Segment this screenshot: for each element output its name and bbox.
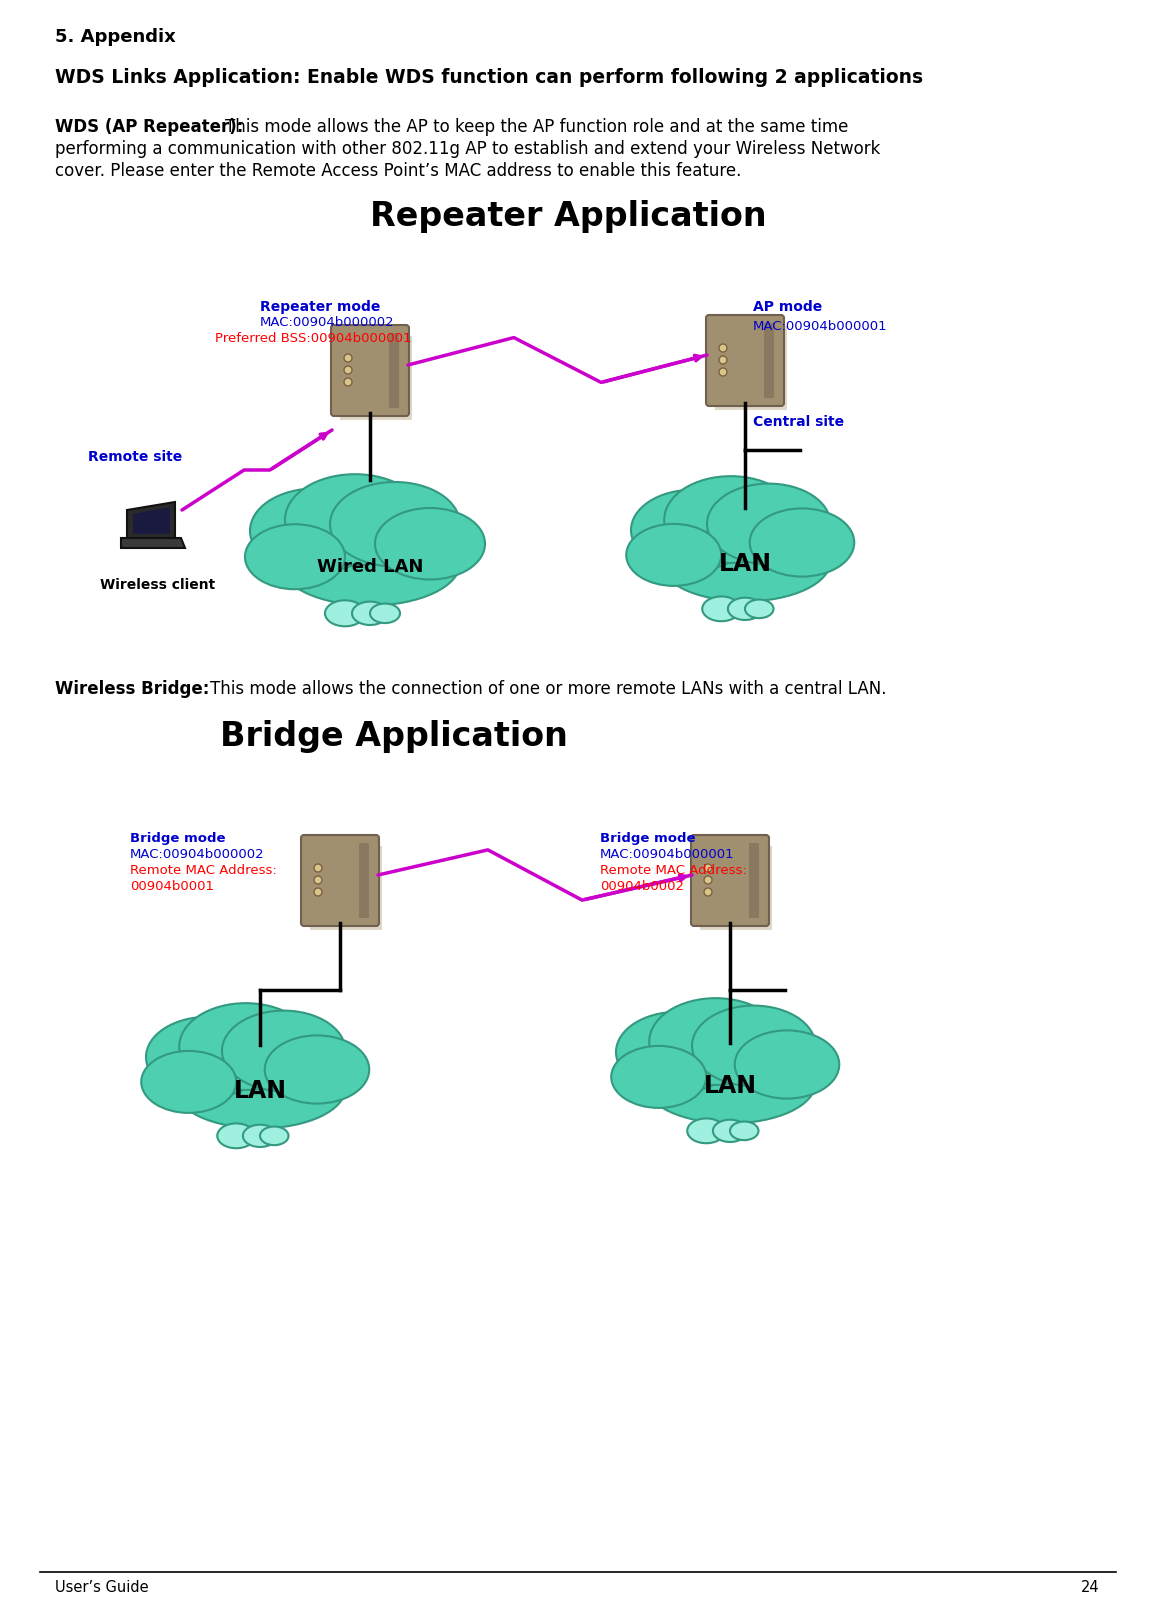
Ellipse shape [286,473,425,565]
Ellipse shape [329,482,460,567]
Ellipse shape [744,600,773,618]
Text: LAN: LAN [704,1074,756,1098]
Text: Wireless Bridge:: Wireless Bridge: [55,681,209,698]
Text: This mode allows the AP to keep the AP function role and at the same time: This mode allows the AP to keep the AP f… [225,119,849,136]
Circle shape [344,366,351,374]
Ellipse shape [713,1120,747,1143]
Circle shape [314,863,323,872]
Text: 24: 24 [1081,1579,1101,1595]
Ellipse shape [729,1122,758,1140]
Text: This mode allows the connection of one or more remote LANs with a central LAN.: This mode allows the connection of one o… [210,681,887,698]
FancyBboxPatch shape [331,324,409,416]
Circle shape [719,343,727,351]
Polygon shape [716,326,787,409]
Ellipse shape [612,1046,706,1107]
FancyBboxPatch shape [706,315,784,406]
Text: AP mode: AP mode [753,300,822,315]
Text: LAN: LAN [234,1079,287,1103]
Circle shape [704,876,712,884]
Ellipse shape [141,1051,236,1112]
Circle shape [314,888,323,896]
Ellipse shape [645,1043,815,1124]
Text: WDS (AP Repeater):: WDS (AP Repeater): [55,119,244,136]
Text: Remote site: Remote site [88,449,183,464]
Text: Wireless client: Wireless client [101,578,215,592]
Text: WDS Links Application: Enable WDS function can perform following 2 applications: WDS Links Application: Enable WDS functi… [55,67,924,87]
Polygon shape [127,502,175,538]
Circle shape [704,863,712,872]
FancyBboxPatch shape [301,835,379,926]
Ellipse shape [222,1011,346,1091]
Polygon shape [133,507,170,534]
Ellipse shape [627,523,721,586]
Circle shape [344,379,351,385]
Text: Preferred BSS:00904b000001: Preferred BSS:00904b000001 [215,332,412,345]
Ellipse shape [325,600,365,626]
Circle shape [719,356,727,364]
Text: MAC:00904b000001: MAC:00904b000001 [753,319,888,332]
Text: Central site: Central site [753,416,844,429]
Text: LAN: LAN [719,552,771,576]
Ellipse shape [370,603,400,623]
Ellipse shape [728,597,762,620]
Ellipse shape [692,1006,815,1087]
FancyBboxPatch shape [691,835,769,926]
Text: 00904b0002: 00904b0002 [600,880,684,892]
Circle shape [344,355,351,363]
Polygon shape [340,335,412,421]
Text: performing a communication with other 802.11g AP to establish and extend your Wi: performing a communication with other 80… [55,140,881,157]
Text: 5. Appendix: 5. Appendix [55,27,176,47]
Ellipse shape [702,597,740,621]
Ellipse shape [260,1127,289,1144]
Polygon shape [701,846,772,929]
Circle shape [314,876,323,884]
Ellipse shape [245,525,344,589]
Ellipse shape [735,1030,839,1098]
Ellipse shape [375,509,486,579]
Text: Bridge mode: Bridge mode [129,831,225,844]
Ellipse shape [616,1011,740,1093]
Text: Remote MAC Address:: Remote MAC Address: [129,863,276,876]
FancyBboxPatch shape [749,843,759,918]
FancyBboxPatch shape [360,843,369,918]
Ellipse shape [265,1035,369,1104]
Text: cover. Please enter the Remote Access Point’s MAC address to enable this feature: cover. Please enter the Remote Access Po… [55,162,741,180]
Ellipse shape [217,1124,255,1148]
Circle shape [719,368,727,376]
Ellipse shape [665,477,798,563]
Ellipse shape [707,483,830,565]
Text: Wired LAN: Wired LAN [317,557,423,576]
Text: MAC:00904b000001: MAC:00904b000001 [600,847,734,860]
Text: Repeater Application: Repeater Application [370,201,766,233]
Ellipse shape [146,1018,269,1098]
Ellipse shape [280,522,460,605]
Text: User’s Guide: User’s Guide [55,1579,149,1595]
Ellipse shape [650,998,783,1085]
Text: Bridge mode: Bridge mode [600,831,696,844]
Ellipse shape [750,509,854,576]
Text: Bridge Application: Bridge Application [220,721,568,753]
Text: MAC:00904b000002: MAC:00904b000002 [260,316,394,329]
Ellipse shape [688,1119,725,1143]
Polygon shape [121,538,185,547]
Text: Remote MAC Address:: Remote MAC Address: [600,863,747,876]
Circle shape [704,888,712,896]
FancyBboxPatch shape [764,323,775,398]
Ellipse shape [179,1003,312,1090]
Ellipse shape [243,1125,277,1148]
Text: MAC:00904b000002: MAC:00904b000002 [129,847,265,860]
Text: 00904b0001: 00904b0001 [129,880,214,892]
FancyBboxPatch shape [390,332,399,408]
Ellipse shape [351,602,388,624]
Ellipse shape [660,520,830,602]
Ellipse shape [175,1048,346,1128]
Text: Repeater mode: Repeater mode [260,300,380,315]
Ellipse shape [250,488,380,573]
Ellipse shape [631,490,755,570]
Polygon shape [310,846,381,929]
